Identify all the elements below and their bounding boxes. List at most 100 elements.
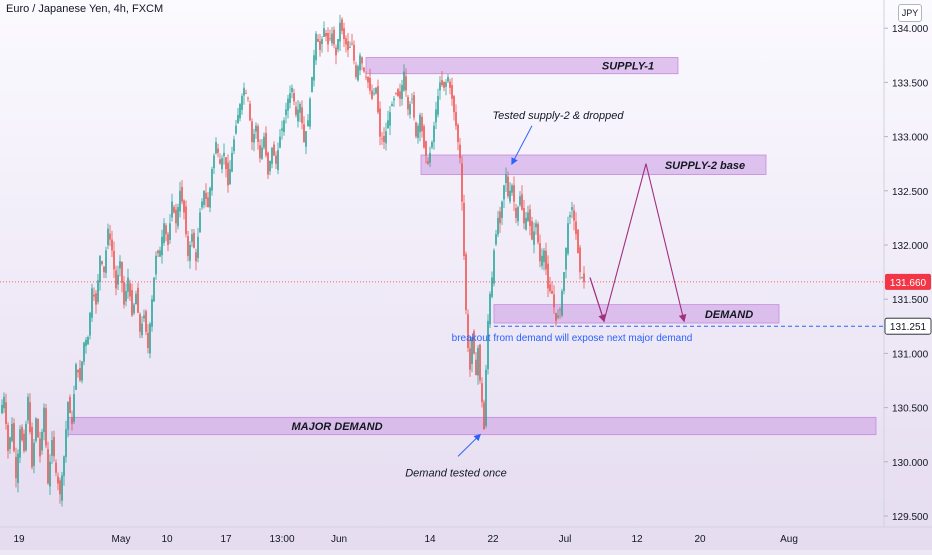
candle-body	[549, 284, 551, 292]
candle-body	[21, 427, 23, 441]
candle-body	[101, 261, 103, 264]
candle-body	[259, 145, 261, 159]
candle-body	[459, 144, 461, 159]
candle-body	[313, 55, 315, 81]
y-tick-label: 132.500	[892, 187, 929, 198]
projection-arrow-1	[589, 277, 606, 323]
candle-body	[329, 38, 331, 40]
candle-body	[237, 114, 239, 124]
candle-body	[131, 290, 133, 316]
y-tick-label: 129.500	[892, 512, 929, 523]
candle-body	[55, 462, 57, 473]
zone-0	[365, 57, 679, 75]
candle-body	[389, 112, 391, 126]
zone-3	[67, 416, 877, 436]
candle-body	[515, 208, 517, 218]
y-tick-label: 133.500	[892, 78, 929, 89]
candle-body	[7, 425, 9, 451]
candle-body	[493, 250, 495, 284]
candle-body	[537, 223, 539, 243]
candle-body	[571, 207, 573, 210]
candle-body	[41, 431, 43, 451]
candle-body	[17, 453, 19, 483]
candle-body	[125, 291, 127, 302]
candle-body	[33, 442, 35, 466]
candle-body	[57, 476, 59, 484]
candle-body	[471, 337, 473, 365]
candle-body	[481, 383, 483, 403]
candle-body	[359, 55, 361, 71]
currency-button[interactable]: JPY	[898, 4, 922, 22]
candle-body	[291, 87, 293, 93]
candle-body	[211, 169, 213, 191]
candle-body	[161, 236, 163, 256]
candle-body	[543, 250, 545, 263]
candle-body	[435, 109, 437, 123]
candle-body	[135, 293, 137, 305]
candle-body	[473, 330, 475, 354]
candle-body	[89, 312, 91, 336]
candle-body	[567, 223, 569, 254]
candle-body	[501, 201, 503, 218]
candle-body	[9, 437, 11, 449]
candle-body	[575, 221, 577, 235]
candle-body	[139, 314, 141, 332]
candle-body	[365, 76, 367, 78]
candle-body	[545, 250, 547, 270]
y-tick-label: 130.500	[892, 404, 929, 415]
candle-body	[449, 81, 451, 88]
candle-body	[127, 277, 129, 292]
candle-body	[165, 225, 167, 235]
candle-body	[1, 404, 3, 414]
candle-body	[49, 461, 51, 487]
candle-body	[579, 247, 581, 273]
candle-body	[357, 66, 359, 81]
candle-body	[83, 342, 85, 362]
candle-body	[261, 147, 263, 159]
candle-body	[163, 223, 165, 243]
candle-body	[533, 231, 535, 245]
candle-body	[307, 120, 309, 127]
candle-body	[559, 309, 561, 311]
candle-body	[287, 98, 289, 111]
candle-body	[513, 185, 515, 202]
candle-body	[45, 408, 47, 446]
candle-body	[507, 176, 509, 197]
candle-body	[217, 148, 219, 153]
candle-body	[81, 361, 83, 381]
candle-body	[395, 93, 397, 95]
candle-body	[221, 158, 223, 170]
candle-body	[437, 95, 439, 115]
candle-body	[391, 104, 393, 106]
candle-body	[295, 106, 297, 115]
candle-body	[277, 150, 279, 170]
candle-body	[153, 277, 155, 302]
candle-body	[239, 104, 241, 119]
candle-body	[547, 263, 549, 289]
candle-body	[151, 299, 153, 327]
candle-body	[581, 276, 583, 278]
candle-body	[503, 185, 505, 200]
candle-body	[87, 337, 89, 345]
candle-body	[385, 131, 387, 144]
candle-body	[387, 120, 389, 129]
candle-body	[145, 311, 147, 332]
candle-body	[577, 229, 579, 254]
zone-label-2: DEMAND	[705, 309, 753, 321]
candle-body	[335, 47, 337, 56]
candle-body	[331, 33, 333, 44]
candle-body	[229, 169, 231, 185]
candle-body	[235, 125, 237, 134]
candle-body	[175, 209, 177, 224]
candle-body	[73, 394, 75, 422]
candle-body	[293, 93, 295, 102]
candle-body	[447, 76, 449, 82]
zone-2	[493, 304, 780, 324]
y-tick-label: 134.000	[892, 24, 929, 35]
candle-body	[93, 294, 95, 297]
candle-body	[297, 109, 299, 122]
candle-body	[427, 161, 429, 164]
candle-body	[421, 116, 423, 132]
